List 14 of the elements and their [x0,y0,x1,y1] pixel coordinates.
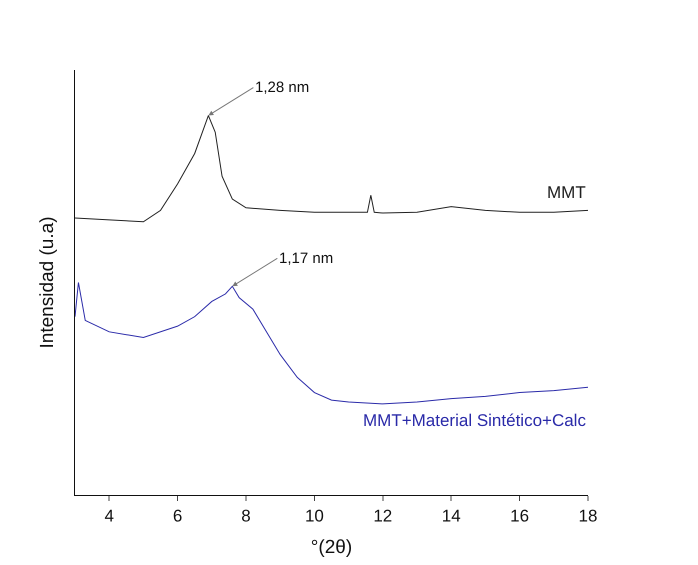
x-tick-label: 18 [578,506,598,526]
y-axis-title: Intensidad (u.a) [36,216,58,349]
x-tick-label: 12 [373,506,392,526]
annotation: 1,28 nm [255,79,310,96]
x-tick-label: 8 [241,506,251,526]
x-tick-label: 6 [172,506,182,526]
series-label: MMT [547,183,586,202]
x-tick-label: 4 [104,506,114,526]
annotation: 1,17 nm [279,250,334,267]
x-axis-title: °(2θ) [310,537,352,558]
series-label: MMT+Material Sintético+Calc [363,411,586,430]
x-tick-label: 10 [304,506,324,526]
x-tick-label: 16 [510,506,530,526]
x-tick-label: 14 [442,506,461,526]
